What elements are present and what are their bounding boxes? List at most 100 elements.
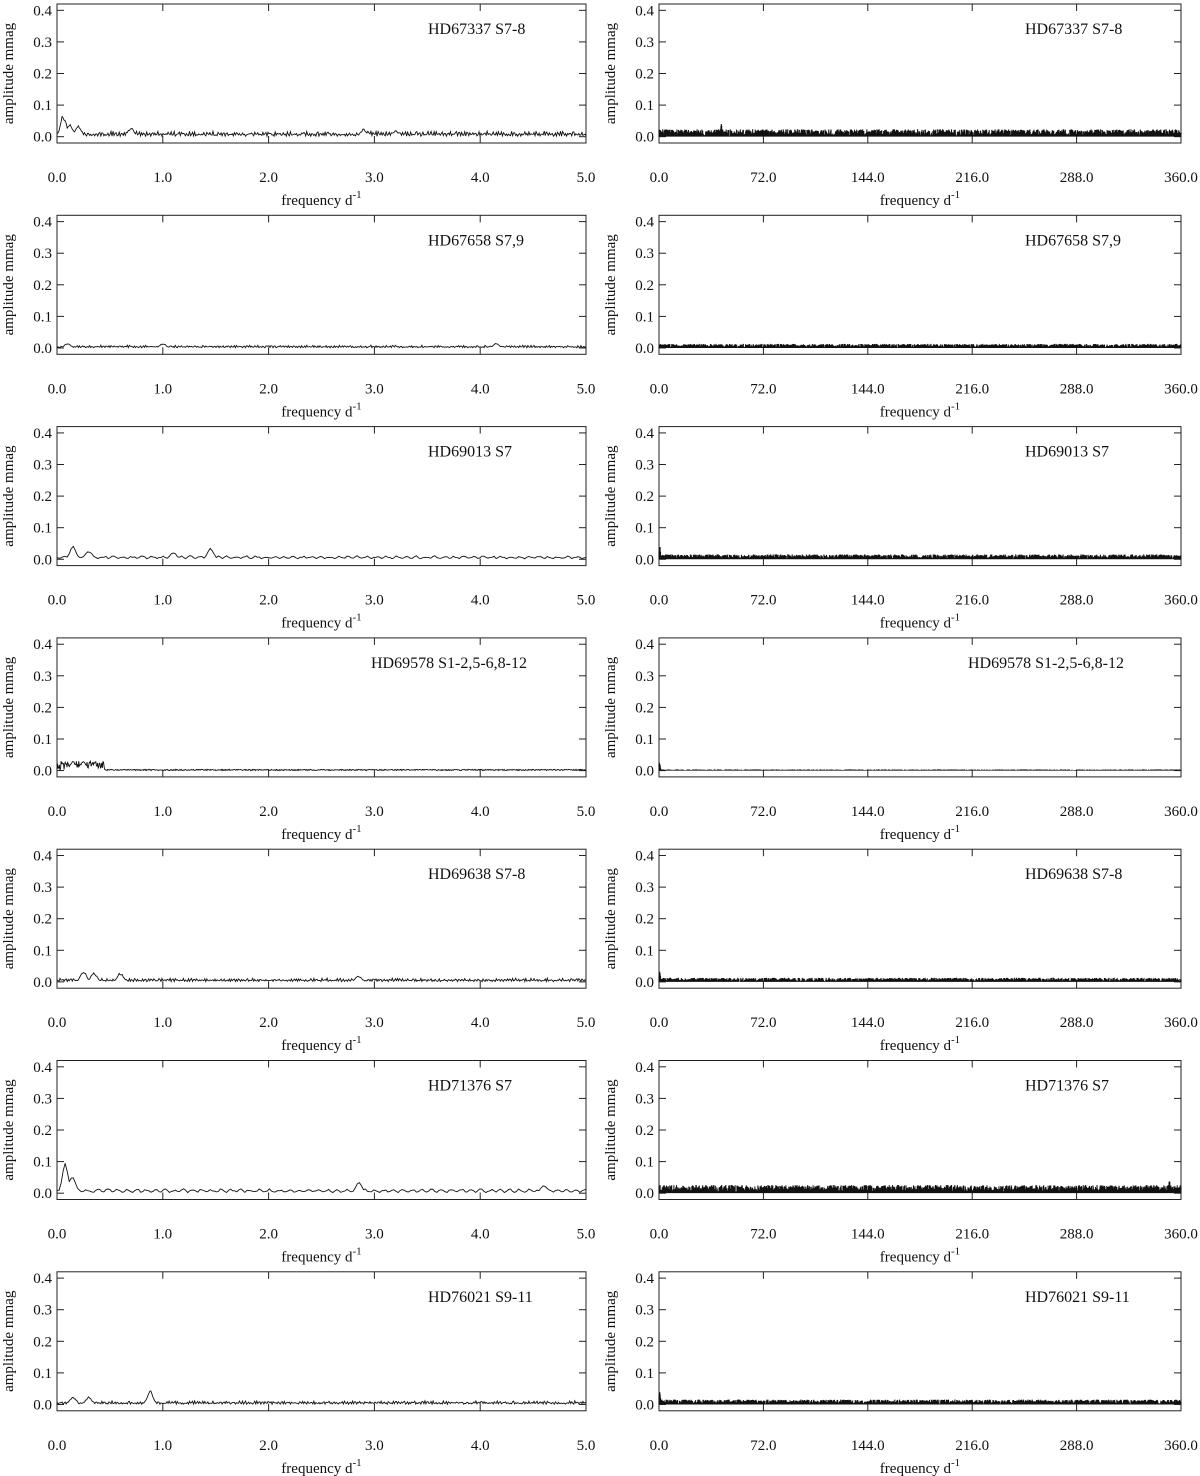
x-axis-label-sup: -1 — [951, 189, 960, 201]
star-label: HD69638 S7-8 — [1025, 866, 1122, 883]
y-tick-label: 0.0 — [33, 764, 52, 780]
x-tick-label: 4.0 — [471, 1015, 490, 1031]
spectrum-line — [56, 115, 587, 139]
x-axis-label-sup: -1 — [353, 823, 362, 835]
x-axis-label: frequency d-1 — [880, 823, 960, 843]
x-axis-label-text: frequency d — [281, 1461, 353, 1476]
spectrum-line — [658, 343, 1182, 348]
y-tick-label: 0.3 — [33, 669, 52, 685]
x-axis-label-sup: -1 — [353, 189, 362, 201]
spectrum-line — [658, 124, 1182, 137]
y-tick-label: 0.1 — [33, 1366, 52, 1382]
x-tick-label: 3.0 — [365, 1438, 384, 1454]
x-tick-label: 216.0 — [955, 804, 989, 820]
x-axis-label: frequency d-1 — [880, 612, 960, 632]
y-tick-label: 0.1 — [33, 732, 52, 748]
x-tick-label: 0.0 — [650, 1015, 669, 1031]
y-axis-label: amplitude mmag — [603, 234, 619, 336]
x-tick-label: 72.0 — [750, 170, 776, 186]
y-tick-label: 0.2 — [635, 1123, 654, 1139]
y-tick-label: 0.0 — [635, 1397, 654, 1413]
x-tick-label: 4.0 — [471, 1227, 490, 1243]
panel-hd69578-left: 0.0 0.1 0.2 0.3 0.4 0.0 1.0 2.0 3.0 4.0 5.0 frequen… — [1, 637, 595, 843]
x-axis-label-text: frequency d — [880, 193, 952, 209]
x-tick-label: 0.0 — [48, 804, 67, 820]
y-tick-label: 0.1 — [635, 521, 654, 537]
panel-hd76021-left: 0.0 0.1 0.2 0.3 0.4 0.0 1.0 2.0 3.0 4.0 5.0 frequen… — [1, 1271, 595, 1476]
y-tick-label: 0.0 — [33, 1186, 52, 1202]
y-tick-label: 0.3 — [33, 458, 52, 474]
y-tick-label: 0.4 — [635, 215, 654, 231]
x-tick-label: 72.0 — [750, 1015, 776, 1031]
x-tick-label: 2.0 — [259, 593, 278, 609]
y-tick-label: 0.1 — [635, 1366, 654, 1382]
x-axis-label-sup: -1 — [353, 1246, 362, 1258]
y-tick-label: 0.2 — [33, 912, 52, 928]
y-tick-label: 0.0 — [33, 552, 52, 568]
x-tick-label: 360.0 — [1164, 593, 1198, 609]
y-tick-label: 0.2 — [33, 278, 52, 294]
x-tick-label: 5.0 — [577, 1438, 596, 1454]
y-axis-label: amplitude mmag — [1, 22, 17, 124]
x-tick-label: 72.0 — [750, 804, 776, 820]
y-tick-label: 0.4 — [635, 1271, 654, 1287]
y-tick-label: 0.1 — [33, 309, 52, 325]
y-tick-label: 0.1 — [635, 732, 654, 748]
y-tick-label: 0.3 — [33, 880, 52, 896]
star-label: HD67658 S7,9 — [428, 232, 524, 249]
x-axis-label-sup: -1 — [951, 400, 960, 412]
x-axis-label: frequency d-1 — [281, 1246, 361, 1266]
x-tick-label: 216.0 — [955, 381, 989, 397]
y-tick-label: 0.3 — [635, 669, 654, 685]
x-axis-label-sup: -1 — [951, 1457, 960, 1469]
y-axis-label: amplitude mmag — [603, 1290, 619, 1392]
panel-hd67658-left: 0.0 0.1 0.2 0.3 0.4 0.0 1.0 2.0 3.0 4.0 5.0 frequen… — [1, 215, 595, 421]
x-axis-label-text: frequency d — [880, 1250, 952, 1266]
y-axis-label: amplitude mmag — [1, 234, 17, 336]
x-axis-label: frequency d-1 — [281, 1457, 361, 1476]
panel-hd69013-left: 0.0 0.1 0.2 0.3 0.4 0.0 1.0 2.0 3.0 4.0 5.0 frequen… — [1, 426, 595, 632]
y-axis-label: amplitude mmag — [1, 656, 17, 758]
x-tick-label: 5.0 — [577, 170, 596, 186]
x-tick-label: 144.0 — [851, 804, 885, 820]
x-axis-label: frequency d-1 — [281, 400, 361, 420]
x-axis-label: frequency d-1 — [880, 1457, 960, 1476]
x-tick-label: 288.0 — [1060, 381, 1094, 397]
y-tick-label: 0.2 — [33, 67, 52, 83]
y-tick-label: 0.2 — [635, 700, 654, 716]
star-label: HD69578 S1-2,5-6,8-12 — [371, 655, 527, 672]
x-tick-label: 2.0 — [259, 170, 278, 186]
panel-hd69638-right: 0.0 0.1 0.2 0.3 0.4 0.0 72.0 144.0 216.0 288.0 360… — [603, 849, 1198, 1055]
panel-hd67658-right: 0.0 0.1 0.2 0.3 0.4 0.0 72.0 144.0 216.0 288.0 360… — [603, 215, 1198, 421]
x-tick-label: 4.0 — [471, 381, 490, 397]
star-label: HD67337 S7-8 — [428, 21, 525, 38]
y-axis-label: amplitude mmag — [603, 868, 619, 970]
x-tick-label: 216.0 — [955, 1015, 989, 1031]
x-axis-label-sup: -1 — [951, 612, 960, 624]
spectrum-line — [56, 1390, 587, 1406]
y-tick-label: 0.0 — [635, 764, 654, 780]
x-axis-label: frequency d-1 — [880, 189, 960, 209]
spectrum-line — [56, 545, 587, 560]
y-tick-label: 0.1 — [635, 309, 654, 325]
x-tick-label: 0.0 — [650, 170, 669, 186]
panel-hd71376-left: 0.0 0.1 0.2 0.3 0.4 0.0 1.0 2.0 3.0 4.0 5.0 frequen… — [1, 1060, 595, 1266]
y-tick-label: 0.4 — [33, 1271, 52, 1287]
x-axis-label: frequency d-1 — [281, 823, 361, 843]
y-tick-label: 0.3 — [33, 1303, 52, 1319]
x-tick-label: 1.0 — [153, 804, 172, 820]
spectrum-line — [658, 762, 1182, 771]
x-axis-label-text: frequency d — [281, 1250, 353, 1266]
y-tick-label: 0.3 — [635, 35, 654, 51]
panel-hd69013-right: 0.0 0.1 0.2 0.3 0.4 0.0 72.0 144.0 216.0 288.0 360… — [603, 426, 1198, 632]
x-tick-label: 288.0 — [1060, 1015, 1094, 1031]
x-tick-label: 0.0 — [650, 593, 669, 609]
y-tick-label: 0.1 — [635, 943, 654, 959]
spectrum-line — [56, 972, 587, 983]
x-tick-label: 0.0 — [48, 170, 67, 186]
x-tick-label: 3.0 — [365, 1015, 384, 1031]
y-tick-label: 0.2 — [635, 912, 654, 928]
y-tick-label: 0.4 — [635, 637, 654, 653]
x-axis-label: frequency d-1 — [281, 1034, 361, 1054]
x-tick-label: 72.0 — [750, 1438, 776, 1454]
